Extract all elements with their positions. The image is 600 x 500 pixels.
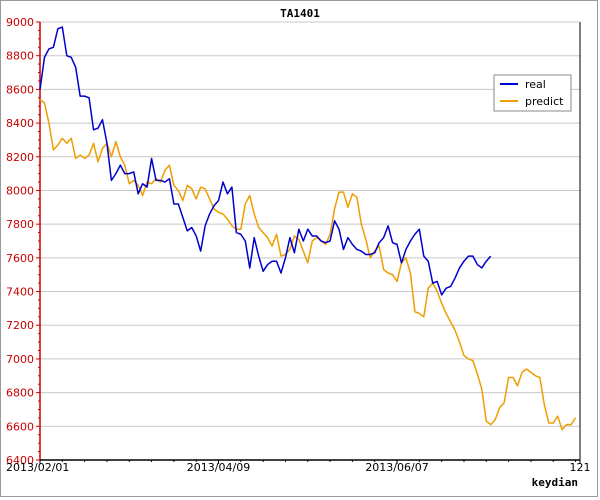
y-tick-label: 8800 (6, 50, 34, 63)
series-lines (39, 26, 577, 431)
y-tick-label: 7400 (6, 286, 34, 299)
legend-label-real: real (525, 78, 546, 91)
y-tick-label: 7200 (6, 319, 34, 332)
y-tick-label: 6800 (6, 387, 34, 400)
y-tick-label: 7000 (6, 353, 34, 366)
x-tick-label: 2013/02/01 (6, 461, 69, 474)
y-tick-label: 8600 (6, 83, 34, 96)
y-tick-label: 6600 (6, 420, 34, 433)
legend-box (493, 74, 572, 112)
y-tick-label: 8000 (6, 184, 34, 197)
y-tick-label: 9000 (6, 16, 34, 29)
x-axis-ticks: 2013/02/01 2013/04/09 2013/06/07 121 (6, 460, 591, 474)
series-line-predict (39, 98, 577, 431)
chart-title: TA1401 (280, 7, 320, 20)
legend: real predict (493, 74, 572, 112)
x-tick-label: 2013/06/07 (365, 461, 428, 474)
y-tick-label: 8200 (6, 151, 34, 164)
x-axis-label: keydian (532, 476, 578, 489)
x-tick-label: 121 (570, 461, 591, 474)
y-tick-label: 7600 (6, 252, 34, 265)
y-tick-label: 7800 (6, 218, 34, 231)
y-tick-label: 6400 (6, 454, 34, 467)
series-line-real (39, 26, 492, 296)
y-tick-label: 8400 (6, 117, 34, 130)
y-axis-ticks: 6400 6600 6800 7000 7200 7400 7600 7800 8000 8200… (6, 16, 40, 467)
x-tick-label: 2013/04/09 (187, 461, 250, 474)
legend-label-predict: predict (525, 95, 564, 108)
